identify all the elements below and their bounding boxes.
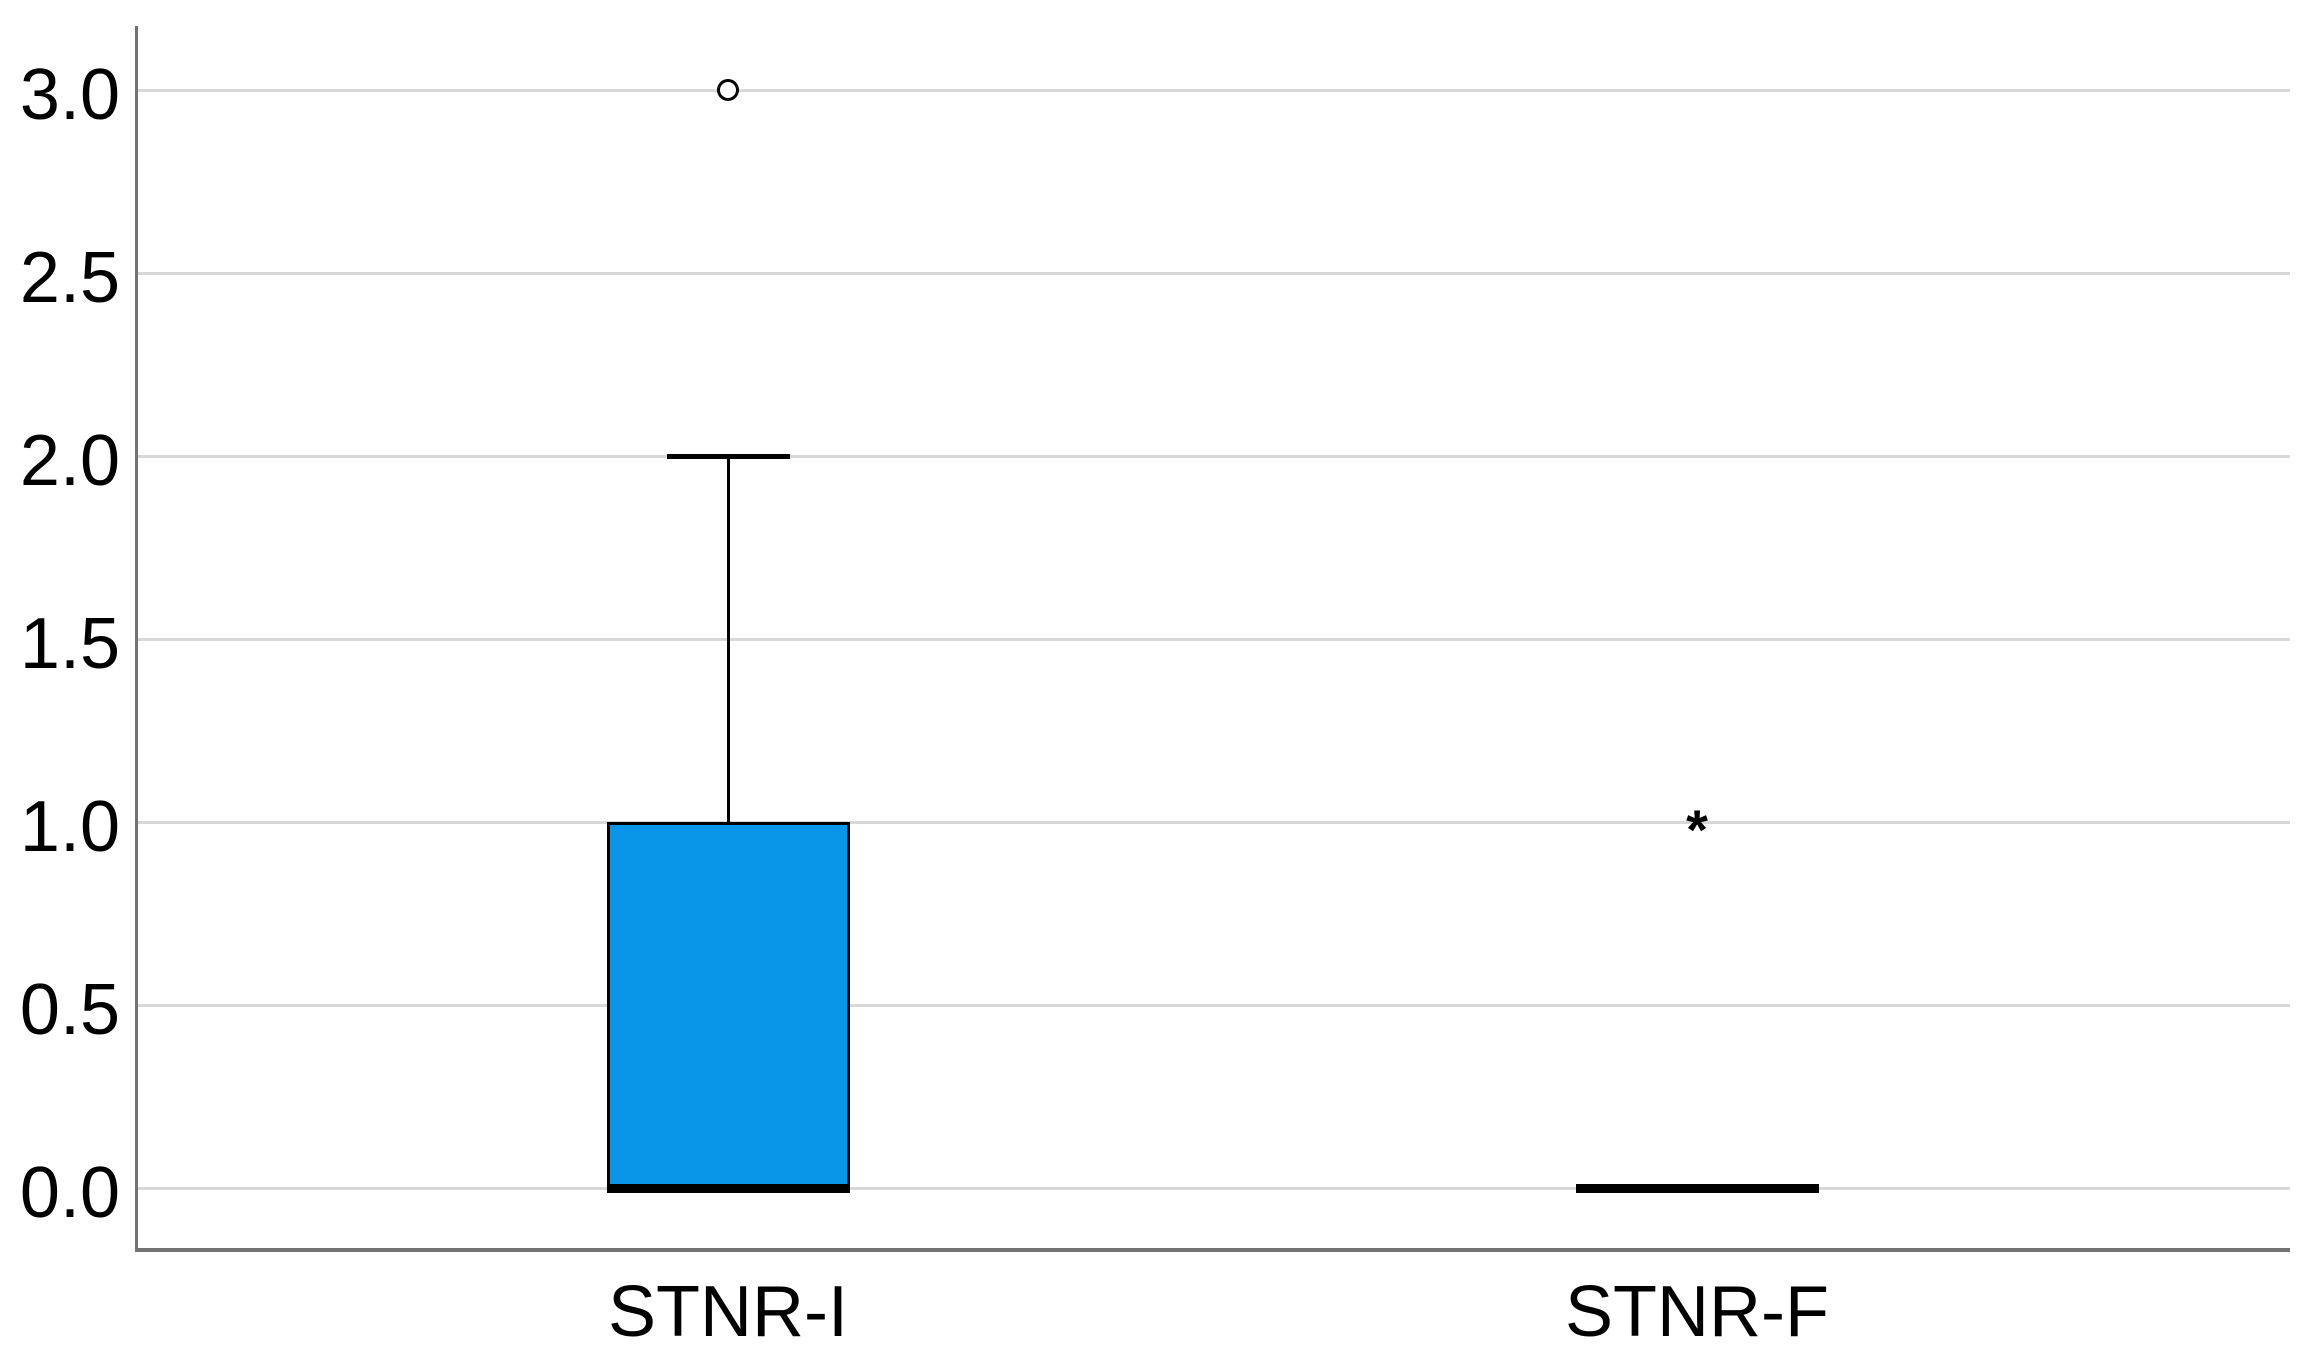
whisker-cap-stnr-i bbox=[666, 454, 790, 459]
box-stnr-i bbox=[606, 822, 850, 1188]
x-axis-line bbox=[135, 1248, 2290, 1252]
y-gridline bbox=[137, 821, 2290, 824]
y-gridline bbox=[137, 89, 2290, 92]
extreme-outlier-asterisk-marker-stnr-f: * bbox=[1686, 798, 1708, 861]
median-line-stnr-f bbox=[1575, 1184, 1819, 1193]
median-line-stnr-i bbox=[606, 1184, 850, 1193]
y-gridline bbox=[137, 455, 2290, 458]
whisker-line-stnr-i bbox=[727, 456, 730, 822]
x-category-label-stnr-i: STNR-I bbox=[608, 1272, 848, 1352]
y-tick-label: 0.0 bbox=[19, 1153, 120, 1233]
outlier-circle-marker-stnr-i bbox=[717, 79, 739, 101]
y-tick-label: 1.5 bbox=[19, 604, 120, 684]
y-tick-label: 1.0 bbox=[19, 787, 120, 867]
y-gridline bbox=[137, 272, 2290, 275]
y-axis-line bbox=[135, 26, 138, 1250]
y-tick-label: 2.0 bbox=[19, 421, 120, 501]
x-category-label-stnr-f: STNR-F bbox=[1565, 1272, 1829, 1352]
y-tick-label: 3.0 bbox=[19, 55, 120, 135]
y-tick-label: 2.5 bbox=[19, 238, 120, 318]
y-gridline bbox=[137, 1187, 2290, 1190]
y-tick-label: 0.5 bbox=[19, 970, 120, 1050]
y-gridline bbox=[137, 1004, 2290, 1007]
y-gridline bbox=[137, 638, 2290, 641]
